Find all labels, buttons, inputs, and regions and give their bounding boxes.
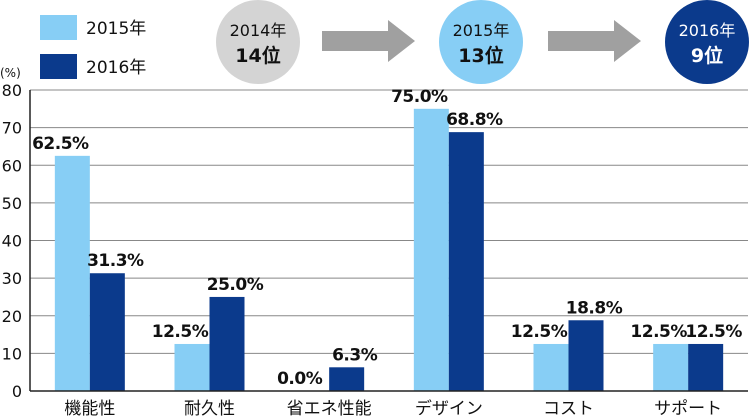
data-label: 18.8% — [566, 298, 623, 318]
legend-label-2015: 2015年 — [86, 19, 146, 39]
y-tick-label: 0 — [12, 382, 22, 401]
rank-num-2014: 14位 — [235, 44, 280, 67]
y-tick-label: 70 — [2, 119, 22, 138]
x-tick-label: コスト — [543, 399, 594, 417]
y-tick-label: 80 — [2, 81, 22, 100]
axes — [29, 90, 748, 392]
rank-badge-2014 — [216, 0, 300, 84]
y-unit-label: (%) — [0, 66, 21, 80]
bar-2015 — [174, 343, 210, 391]
y-tick-label: 40 — [2, 232, 22, 251]
rank-num-2016: 9位 — [691, 44, 723, 67]
data-label: 12.5% — [685, 322, 742, 342]
data-label: 6.3% — [332, 345, 378, 365]
gridlines — [30, 89, 748, 354]
bar-2015 — [54, 155, 90, 391]
legend-swatch-2016 — [40, 54, 77, 79]
ranking-badges: 2014年 14位 2015年 13位 2016年 9位 — [216, 0, 749, 84]
arrow-icon — [548, 20, 641, 62]
x-tick-label: 耐久性 — [184, 399, 235, 417]
data-label: 62.5% — [32, 134, 89, 154]
y-tick-label: 10 — [2, 344, 22, 363]
data-label: 25.0% — [207, 275, 264, 295]
data-label: 12.5% — [511, 322, 568, 342]
rank-year-2014: 2014年 — [230, 21, 287, 40]
data-label: 12.5% — [630, 322, 687, 342]
bar-2016 — [568, 320, 604, 391]
bar-2016 — [688, 343, 724, 391]
rank-year-2016: 2016年 — [679, 21, 736, 40]
bar-2015 — [533, 343, 569, 391]
x-tick-label: サポート — [654, 399, 722, 417]
arrow-icon — [322, 20, 415, 62]
bar-2016 — [209, 296, 245, 391]
bar-2016 — [329, 367, 365, 391]
bars — [54, 108, 724, 391]
legend-label-2016: 2016年 — [86, 58, 146, 78]
legend: 2015年 2016年 — [40, 15, 146, 79]
rank-num-2015: 13位 — [458, 44, 503, 67]
rank-badge-2015 — [439, 0, 523, 84]
rank-badge-2016 — [665, 0, 749, 84]
x-tick-label: デザイン — [415, 398, 483, 417]
data-label: 0.0% — [277, 369, 323, 389]
labels: 0 10 20 30 40 50 60 70 80 62.5% 31.3% 機能性 12.5% 25.0%… — [2, 81, 743, 417]
data-label: 12.5% — [152, 322, 209, 342]
rank-year-2015: 2015年 — [453, 21, 510, 40]
bar-2015 — [653, 343, 689, 391]
y-tick-label: 30 — [2, 269, 22, 288]
x-tick-label: 省エネ性能 — [287, 399, 372, 417]
x-tick-label: 機能性 — [64, 399, 115, 417]
bar-2015 — [413, 108, 449, 391]
y-tick-label: 60 — [2, 156, 22, 175]
y-tick-label: 20 — [2, 307, 22, 326]
legend-swatch-2015 — [40, 15, 77, 40]
data-label: 68.8% — [446, 110, 503, 130]
bar-2016 — [448, 132, 484, 391]
bar-2016 — [89, 273, 125, 391]
y-tick-label: 50 — [2, 194, 22, 213]
data-label: 75.0% — [391, 87, 448, 107]
data-label: 31.3% — [87, 251, 144, 271]
